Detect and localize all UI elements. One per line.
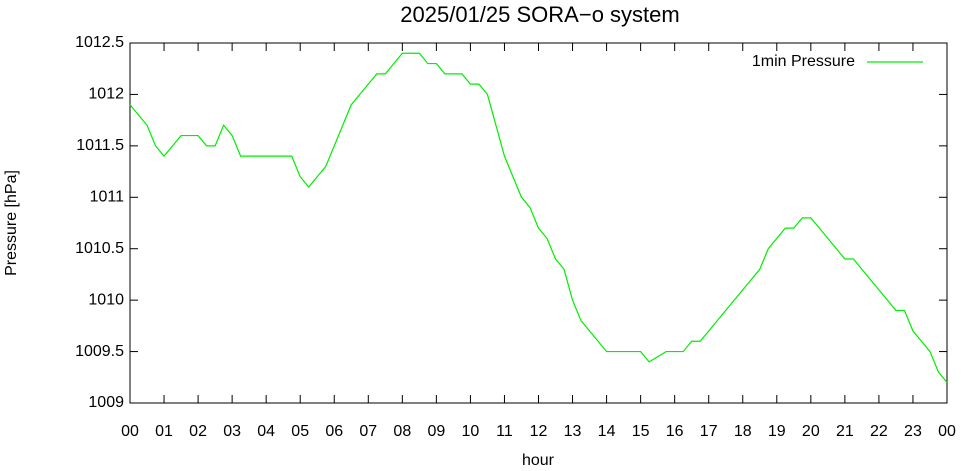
y-tick-label: 1010 bbox=[88, 291, 124, 308]
y-tick-label: 1012 bbox=[88, 86, 124, 103]
x-tick-label: 12 bbox=[530, 423, 548, 440]
x-tick-label: 02 bbox=[189, 423, 207, 440]
x-tick-label: 19 bbox=[768, 423, 786, 440]
y-axis-label: Pressure [hPa] bbox=[3, 170, 20, 276]
data-line bbox=[129, 52, 948, 383]
x-tick-label: 04 bbox=[257, 423, 275, 440]
legend-label: 1min Pressure bbox=[752, 53, 855, 70]
x-tick-label: 18 bbox=[734, 423, 752, 440]
x-tick-label: 09 bbox=[427, 423, 445, 440]
x-tick-label: 14 bbox=[598, 423, 616, 440]
x-tick-label: 01 bbox=[155, 423, 173, 440]
x-tick-label: 08 bbox=[393, 423, 411, 440]
x-tick-label: 13 bbox=[564, 423, 582, 440]
x-tick-label: 15 bbox=[632, 423, 650, 440]
y-tick-label: 1012.5 bbox=[75, 34, 124, 51]
x-tick-label: 00 bbox=[121, 423, 139, 440]
x-tick-label: 05 bbox=[291, 423, 309, 440]
x-tick-label: 06 bbox=[325, 423, 343, 440]
x-tick-label: 17 bbox=[700, 423, 718, 440]
x-tick-label: 20 bbox=[802, 423, 820, 440]
x-tick-label: 00 bbox=[938, 423, 956, 440]
plot-frame bbox=[129, 42, 948, 404]
x-tick-label: 11 bbox=[496, 423, 513, 440]
y-tick-label: 1009 bbox=[88, 394, 124, 411]
x-axis-label: hour bbox=[522, 452, 555, 469]
x-tick-label: 10 bbox=[462, 423, 480, 440]
y-tick-label: 1009.5 bbox=[75, 343, 124, 360]
x-tick-label: 03 bbox=[223, 423, 241, 440]
x-tick-label: 22 bbox=[870, 423, 888, 440]
x-tick-label: 23 bbox=[904, 423, 922, 440]
y-tick-label: 1010.5 bbox=[75, 240, 124, 257]
y-tick-label: 1011.5 bbox=[76, 137, 124, 154]
y-tick-label: 1011 bbox=[90, 189, 125, 206]
x-tick-label: 07 bbox=[359, 423, 377, 440]
x-tick-label: 21 bbox=[836, 423, 854, 440]
chart-title: 2025/01/25 SORA−o system bbox=[400, 2, 679, 27]
x-tick-label: 16 bbox=[666, 423, 684, 440]
